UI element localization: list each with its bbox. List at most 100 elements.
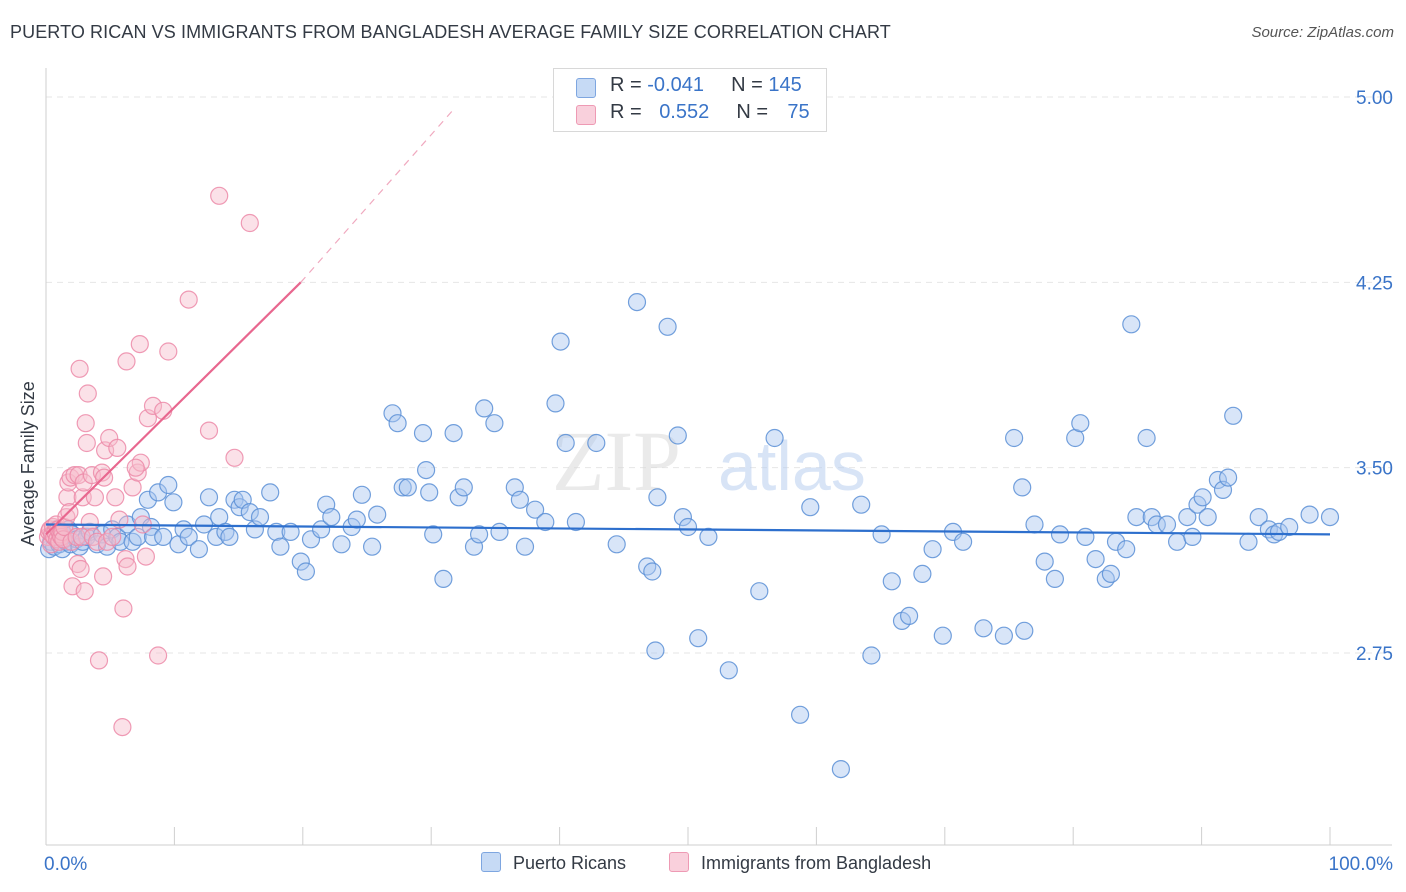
puerto-ricans-point-129 bbox=[1025, 515, 1044, 534]
puerto-ricans-point-53 bbox=[267, 522, 286, 542]
puerto-ricans-point-125 bbox=[994, 626, 1014, 645]
bangladesh-point-73 bbox=[130, 335, 149, 354]
puerto-ricans-point-110 bbox=[790, 705, 810, 724]
puerto-ricans-point-33 bbox=[154, 527, 173, 547]
puerto-ricans-point-111 bbox=[801, 498, 820, 517]
y-tick-labels: 2.75 3.50 4.25 5.00 bbox=[1356, 88, 1393, 665]
puerto-ricans-point-97 bbox=[638, 557, 657, 576]
series-bangladesh bbox=[38, 186, 259, 737]
puerto-ricans-point-124 bbox=[974, 619, 993, 638]
gridlines bbox=[46, 96, 1392, 654]
puerto-ricans-point-115 bbox=[872, 525, 891, 544]
puerto-ricans-point-146 bbox=[1157, 515, 1177, 534]
puerto-ricans-point-163 bbox=[1300, 505, 1319, 524]
puerto-ricans-point-136 bbox=[1086, 549, 1105, 569]
puerto-ricans-point-94 bbox=[587, 433, 606, 453]
bangladesh-point-35 bbox=[77, 433, 96, 453]
r-value: -0.041 bbox=[647, 74, 704, 96]
puerto-ricans-point-152 bbox=[1198, 507, 1217, 527]
bangladesh-point-71 bbox=[225, 448, 244, 467]
legend-item-puerto-ricans[interactable]: Puerto Ricans bbox=[481, 852, 626, 874]
puerto-ricans-point-140 bbox=[1117, 540, 1136, 559]
bangladesh-point-25 bbox=[67, 527, 86, 547]
puerto-ricans-point-45 bbox=[220, 527, 239, 547]
puerto-ricans-point-104 bbox=[678, 517, 698, 537]
legend-label-puerto-ricans: Puerto Ricans bbox=[513, 853, 627, 873]
watermark: ZIP atlas bbox=[552, 413, 866, 509]
bangladesh-point-72 bbox=[240, 213, 259, 233]
puerto-ricans-point-157 bbox=[1239, 532, 1258, 551]
puerto-ricans-point-70 bbox=[393, 478, 412, 497]
series-puerto-ricans bbox=[39, 293, 1340, 779]
puerto-ricans-point-82 bbox=[475, 399, 494, 418]
puerto-ricans-point-123 bbox=[953, 532, 973, 551]
puerto-ricans-point-40 bbox=[194, 515, 214, 534]
puerto-ricans-point-109 bbox=[765, 428, 784, 448]
puerto-ricans-point-59 bbox=[312, 520, 331, 539]
puerto-ricans-point-101 bbox=[658, 317, 677, 336]
puerto-ricans-point-127 bbox=[1013, 478, 1032, 497]
y-axis-label: Average Family Size bbox=[18, 381, 38, 546]
puerto-ricans-point-162 bbox=[1280, 517, 1299, 537]
bangladesh-point-68 bbox=[179, 290, 198, 309]
puerto-ricans-point-90 bbox=[546, 394, 565, 413]
bangladesh-point-50 bbox=[106, 488, 125, 507]
trend-lines bbox=[45, 108, 1331, 536]
bangladesh-point-54 bbox=[114, 599, 133, 618]
puerto-ricans-point-130 bbox=[1035, 552, 1054, 571]
trend-extension-bangladesh bbox=[300, 108, 455, 283]
puerto-ricans-point-56 bbox=[291, 552, 310, 571]
bangladesh-point-42 bbox=[89, 651, 109, 670]
puerto-ricans-point-62 bbox=[332, 535, 351, 554]
puerto-ricans-point-137 bbox=[1096, 569, 1115, 589]
puerto-ricans-point-78 bbox=[449, 488, 468, 507]
watermark-zip: ZIP bbox=[552, 413, 681, 509]
puerto-ricans-point-116 bbox=[882, 572, 901, 591]
puerto-ricans-point-57 bbox=[296, 562, 315, 581]
puerto-ricans-point-119 bbox=[913, 564, 932, 584]
bangladesh-point-36 bbox=[78, 384, 97, 403]
puerto-ricans-point-31 bbox=[143, 527, 163, 547]
puerto-ricans-point-87 bbox=[515, 537, 535, 556]
puerto-ricans-point-103 bbox=[673, 507, 693, 527]
puerto-ricans-point-29 bbox=[138, 490, 157, 509]
bangladesh-point-33 bbox=[75, 582, 94, 601]
puerto-ricans-point-114 bbox=[862, 646, 881, 665]
puerto-ricans-point-35 bbox=[164, 493, 183, 512]
legend-item-bangladesh[interactable]: Immigrants from Bangladesh bbox=[669, 852, 931, 874]
bangladesh-point-18 bbox=[58, 488, 77, 507]
chart-title: PUERTO RICAN VS IMMIGRANTS FROM BANGLADE… bbox=[10, 22, 891, 42]
bangladesh-point-44 bbox=[93, 567, 113, 586]
puerto-ricans-point-93 bbox=[566, 512, 586, 532]
axes bbox=[45, 68, 1392, 846]
legend-label-bangladesh: Immigrants from Bangladesh bbox=[701, 853, 932, 873]
puerto-ricans-point-100 bbox=[648, 488, 667, 507]
n-value: 75 bbox=[787, 101, 810, 123]
legend-swatch-puerto-ricans bbox=[481, 852, 501, 872]
puerto-ricans-point-39 bbox=[189, 540, 208, 559]
puerto-ricans-point-72 bbox=[413, 424, 433, 443]
puerto-ricans-point-128 bbox=[1015, 621, 1034, 640]
x-tick-label-1: 100.0% bbox=[1329, 854, 1394, 875]
bangladesh-point-65 bbox=[149, 646, 168, 665]
puerto-ricans-point-34 bbox=[159, 475, 178, 495]
puerto-ricans-point-96 bbox=[627, 293, 647, 312]
puerto-ricans-point-131 bbox=[1045, 569, 1065, 589]
puerto-ricans-point-112 bbox=[831, 759, 851, 779]
puerto-ricans-point-77 bbox=[444, 424, 463, 443]
puerto-ricans-point-88 bbox=[525, 500, 545, 519]
puerto-ricans-point-135 bbox=[1076, 527, 1095, 547]
bangladesh-point-57 bbox=[118, 557, 137, 576]
puerto-ricans-point-134 bbox=[1071, 414, 1090, 433]
puerto-ricans-point-92 bbox=[556, 433, 575, 453]
bangladesh-point-52 bbox=[110, 510, 129, 529]
puerto-ricans-point-156 bbox=[1224, 406, 1243, 425]
puerto-ricans-point-26 bbox=[123, 532, 142, 551]
puerto-ricans-point-66 bbox=[363, 537, 382, 556]
trend-line-puerto-ricans bbox=[45, 523, 1331, 536]
puerto-ricans-point-67 bbox=[368, 505, 387, 524]
legend-swatch-bangladesh bbox=[576, 105, 596, 125]
puerto-ricans-point-38 bbox=[179, 527, 198, 547]
puerto-ricans-point-151 bbox=[1193, 488, 1212, 507]
